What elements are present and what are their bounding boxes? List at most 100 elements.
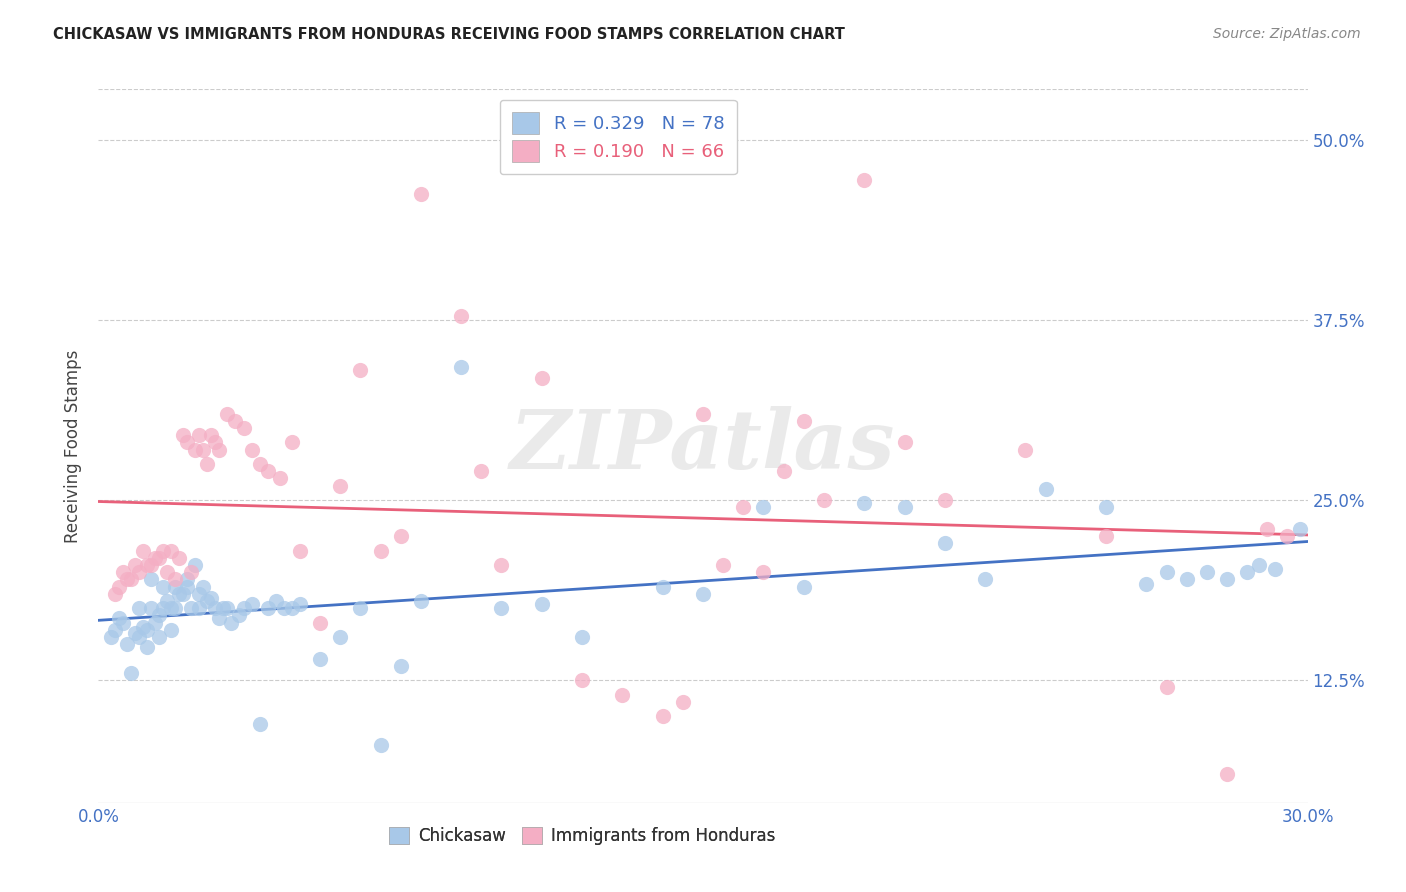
Point [1035,482,1057,496]
Point [160,623,183,637]
Point [115,637,138,651]
Point [115,572,138,586]
Point [111,615,134,630]
Point [349,363,371,377]
Point [329,630,352,644]
Point [184,558,207,572]
Point [409,594,432,608]
Point [1264,562,1286,576]
Point [204,435,226,450]
Point [752,500,775,515]
Point [893,500,915,515]
Point [240,597,263,611]
Point [160,601,183,615]
Point [1095,529,1118,543]
Point [329,478,352,492]
Point [1014,442,1036,457]
Point [672,695,695,709]
Point [180,601,202,615]
Point [491,601,513,615]
Point [128,565,150,579]
Point [188,428,211,442]
Point [450,309,472,323]
Text: Source: ZipAtlas.com: Source: ZipAtlas.com [1213,27,1361,41]
Point [143,615,166,630]
Point [264,594,287,608]
Point [409,187,432,202]
Point [224,414,246,428]
Point [934,536,956,550]
Point [135,640,157,654]
Point [221,615,243,630]
Point [163,601,186,615]
Point [176,435,198,450]
Point [281,601,304,615]
Point [204,601,226,615]
Point [120,572,142,586]
Point [269,471,291,485]
Point [135,623,157,637]
Point [103,623,125,637]
Point [370,543,392,558]
Point [772,464,794,478]
Point [1156,681,1178,695]
Point [167,587,190,601]
Point [139,558,162,572]
Point [249,716,271,731]
Point [228,608,250,623]
Point [103,587,125,601]
Point [208,611,231,625]
Point [651,709,673,723]
Point [232,601,254,615]
Point [124,558,146,572]
Point [389,529,412,543]
Point [1135,576,1157,591]
Point [389,658,412,673]
Point [853,496,876,510]
Point [256,601,278,615]
Point [530,597,553,611]
Point [530,370,553,384]
Point [612,688,634,702]
Point [288,597,311,611]
Point [249,457,271,471]
Point [711,558,734,572]
Point [934,493,956,508]
Point [309,651,332,665]
Point [200,428,222,442]
Point [1216,572,1239,586]
Point [172,587,194,601]
Point [195,457,218,471]
Point [156,594,179,608]
Point [692,587,714,601]
Point [853,173,876,187]
Point [193,580,215,594]
Point [370,738,392,752]
Text: ZIPatlas: ZIPatlas [510,406,896,486]
Point [148,608,170,623]
Point [349,601,371,615]
Point [128,601,150,615]
Point [128,630,150,644]
Point [217,601,239,615]
Point [148,550,170,565]
Point [195,594,218,608]
Point [1216,767,1239,781]
Point [152,543,174,558]
Point [1288,522,1310,536]
Point [152,601,174,615]
Point [107,580,129,594]
Text: CHICKASAW VS IMMIGRANTS FROM HONDURAS RECEIVING FOOD STAMPS CORRELATION CHART: CHICKASAW VS IMMIGRANTS FROM HONDURAS RE… [53,27,845,42]
Point [1236,565,1258,579]
Point [1249,558,1271,572]
Point [176,580,198,594]
Point [208,442,231,457]
Point [491,558,513,572]
Point [148,630,170,644]
Point [124,625,146,640]
Point [188,587,211,601]
Point [893,435,915,450]
Point [107,611,129,625]
Point [571,673,593,688]
Point [172,428,194,442]
